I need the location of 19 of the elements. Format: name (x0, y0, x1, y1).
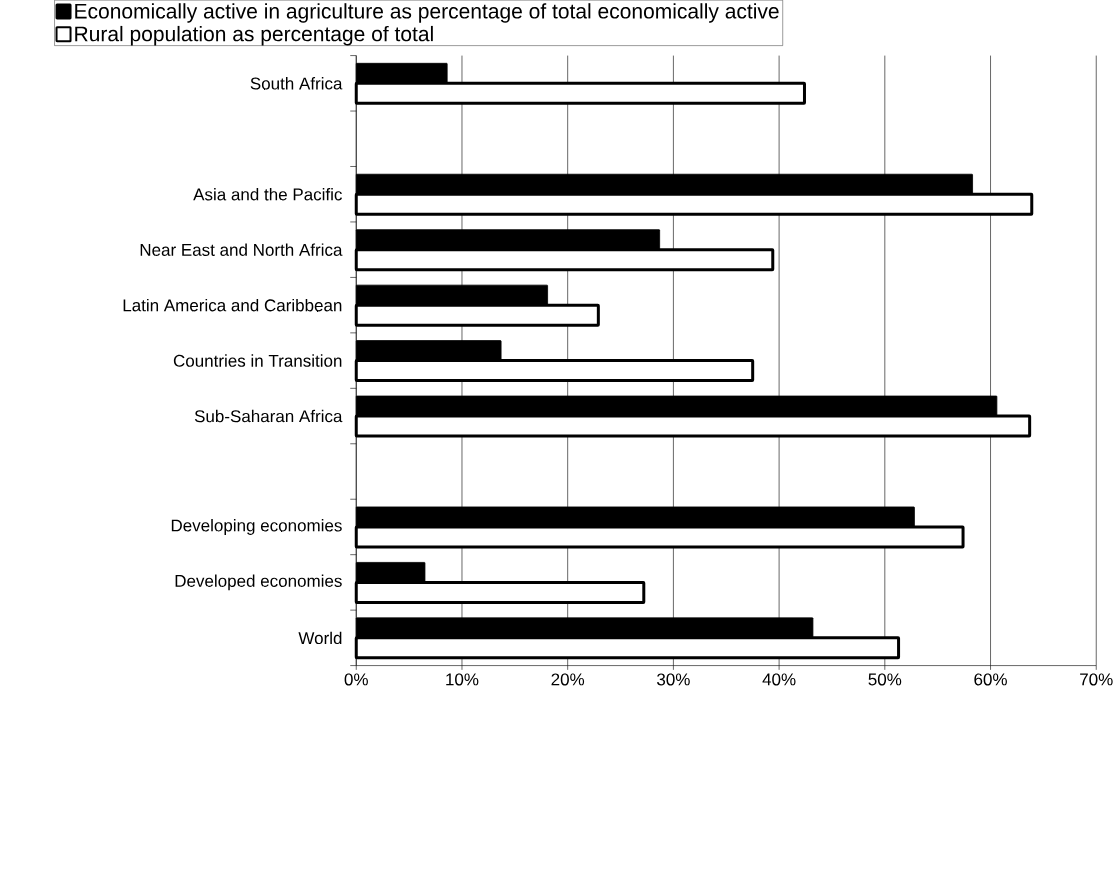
y-tick-label: Latin America and Caribbean (123, 298, 342, 312)
y-tick-label: Developing economies (171, 518, 342, 535)
y-tick-label: South Africa (250, 76, 343, 90)
x-tick-label: 60% (974, 673, 1007, 686)
y-tick-label: Near East and North Africa (140, 243, 343, 256)
x-tick-label: 40% (762, 673, 796, 686)
y-tick-label: Countries in Transition (173, 354, 342, 367)
y-tick-label: Sub-Saharan Africa (194, 409, 343, 423)
y-tick-label: World (298, 631, 342, 644)
y-tick-label: Asia and the Pacific (193, 187, 342, 201)
x-tick-label: 50% (868, 673, 902, 686)
y-tick-label: Developed economies (175, 574, 342, 591)
x-tick-label: 70% (1080, 673, 1113, 686)
legend-label: Economically active in agriculture as percentage of total economically active (75, 2, 779, 23)
x-tick-label: 30% (657, 673, 690, 686)
x-tick-label: 0% (344, 673, 368, 686)
x-tick-label: 20% (551, 673, 585, 686)
legend-label: Rural population as percentage of total (75, 25, 433, 46)
x-tick-label: 10% (446, 673, 479, 686)
